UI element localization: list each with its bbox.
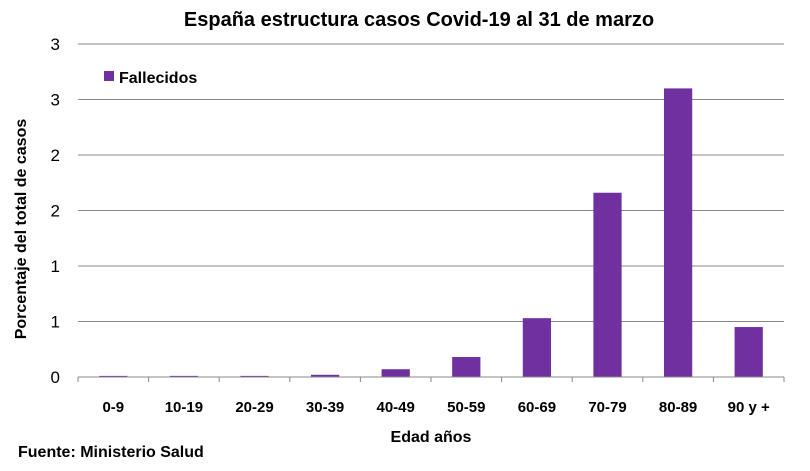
bar-70-79 (593, 192, 622, 377)
legend: Fallecidos (104, 70, 197, 87)
bar-0-9 (99, 375, 128, 377)
legend-label: Fallecidos (119, 70, 197, 87)
y-axis-label: Porcentaje del total de casos (13, 119, 30, 340)
bar-50-59 (452, 357, 481, 377)
x-tick-label: 50-59 (447, 399, 485, 416)
y-tick-label: 1 (51, 257, 60, 276)
y-tick-labels: 0 1 1 2 2 3 3 (51, 35, 60, 387)
x-tick-label: 40-49 (377, 399, 415, 416)
x-tick-label: 70-79 (588, 399, 626, 416)
y-tick-label: 2 (51, 202, 60, 221)
y-tick-label: 1 (51, 313, 60, 332)
bar-40-49 (381, 369, 410, 377)
x-tick-label: 80-89 (659, 399, 697, 416)
y-tick-label: 0 (51, 368, 60, 387)
y-tick-label: 3 (51, 35, 60, 54)
y-tick-label: 2 (51, 146, 60, 165)
source-note: Fuente: Ministerio Salud (18, 444, 204, 461)
bars (99, 88, 763, 378)
bar-20-29 (240, 375, 269, 377)
bar-80-89 (663, 88, 693, 378)
bar-60-69 (522, 318, 552, 377)
bar-30-39 (310, 374, 340, 377)
axes (77, 376, 785, 382)
x-tick-label: 0-9 (102, 399, 124, 416)
x-axis-label: Edad años (391, 429, 472, 446)
bar-90yplus (734, 327, 763, 377)
legend-swatch (104, 71, 114, 81)
x-tick-labels: 0-9 10-19 20-29 30-39 40-49 50-59 60-69 70-79 80… (102, 399, 770, 416)
x-tick-label: 10-19 (165, 399, 203, 416)
chart-title: España estructura casos Covid-19 al 31 d… (184, 9, 654, 31)
x-tick-label: 60-69 (518, 399, 556, 416)
bar-10-19 (169, 375, 199, 377)
x-tick-label: 30-39 (306, 399, 344, 416)
x-tick-label: 20-29 (235, 399, 273, 416)
x-tick-label: 90 y + (728, 399, 770, 416)
y-tick-label: 3 (51, 91, 60, 110)
